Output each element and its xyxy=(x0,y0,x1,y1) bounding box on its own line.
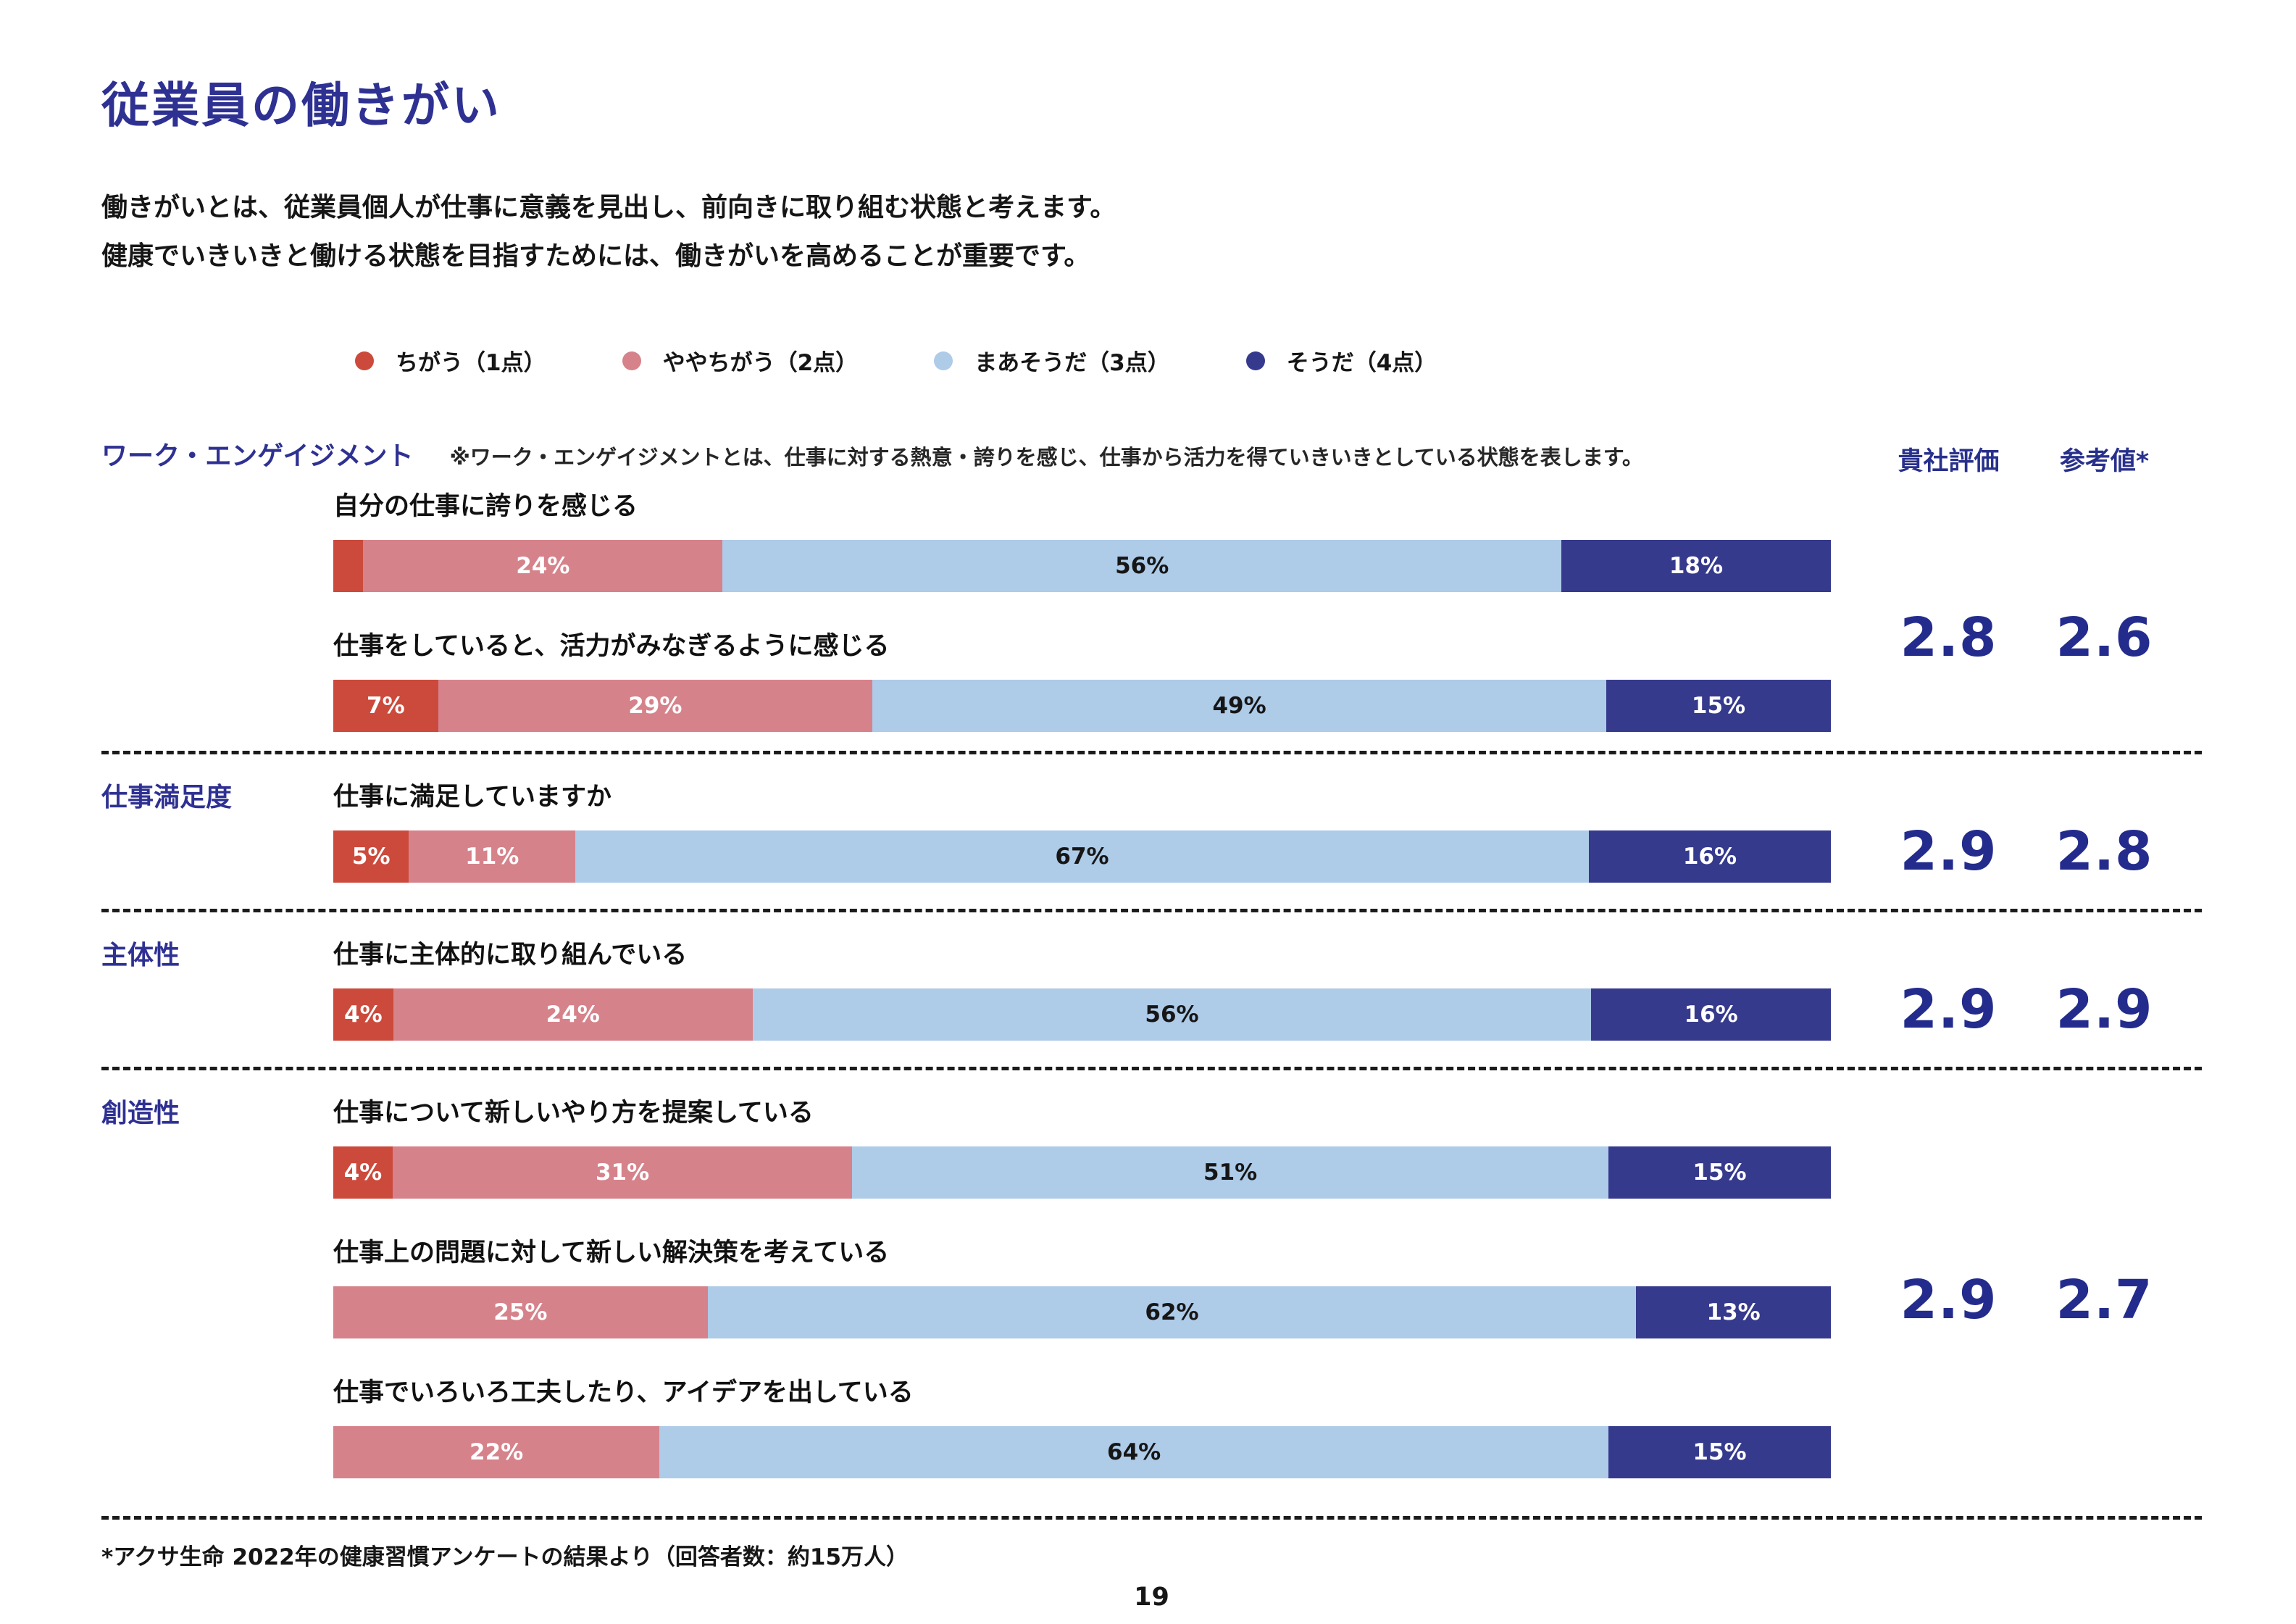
section-label: 仕事満足度 xyxy=(101,783,233,813)
bar-segment-answer4: 16% xyxy=(1588,830,1831,883)
legend-label-answer1: ちがう（1点） xyxy=(396,350,546,377)
bar-segment-answer3: 62% xyxy=(707,1286,1637,1339)
question-label: 仕事でいろいろ工夫したり、アイデアを出している xyxy=(333,1378,914,1408)
bar-segment-answer3: 49% xyxy=(872,680,1606,733)
stacked-bar: 5% 11% 67% 16% xyxy=(333,830,1831,883)
reference-score: 2.9 xyxy=(2055,978,2153,1041)
answer-legend: ちがう（1点） ややちがう（2点） まあそうだ（3点） そうだ（4点） xyxy=(355,344,2202,377)
page-title: 従業員の働きがい xyxy=(101,78,501,133)
footnote: *アクサ生命 2022年の健康習慣アンケートの結果より（回答者数：約15万人） xyxy=(101,1544,909,1571)
score-header-reference: 参考値* xyxy=(2059,447,2150,477)
section-work-engagement: ワーク・エンゲイジメント ※ワーク・エンゲイジメントとは、仕事に対する熱意・誇り… xyxy=(101,415,2202,755)
description-line-2: 健康でいきいきと働ける状態を目指すためには、働きがいを高めることが重要です。 xyxy=(101,241,1090,271)
bar-segment-answer3: 56% xyxy=(722,540,1561,593)
bar-segment-answer1 xyxy=(333,540,364,593)
bar-segment-answer3: 51% xyxy=(852,1146,1609,1199)
bar-segment-answer1: 4% xyxy=(333,988,393,1041)
section-bars: 仕事に主体的に取り組んでいる 4% 24% 56% 16% xyxy=(333,934,1831,1041)
legend-item-answer4: そうだ（4点） xyxy=(1245,344,1437,377)
reference-score: 2.7 xyxy=(2055,1268,2153,1331)
company-score: 2.9 xyxy=(1900,978,1997,1041)
page-number: 19 xyxy=(1134,1583,1169,1612)
bar-segment-answer2: 11% xyxy=(409,830,576,883)
bar-segment-answer1: 4% xyxy=(333,1146,393,1199)
section-scores: 2.9 2.8 xyxy=(1831,776,2202,883)
bar-segment-answer2: 31% xyxy=(392,1146,853,1199)
section-label: 創造性 xyxy=(101,1099,180,1129)
bar-segment-answer1: 5% xyxy=(333,830,409,883)
legend-item-answer3: まあそうだ（3点） xyxy=(934,344,1170,377)
bar-segment-answer3: 56% xyxy=(752,988,1592,1041)
section-proactivity: 主体性 仕事に主体的に取り組んでいる 4% 24% 56% 16% 2.9 2.… xyxy=(101,912,2202,1071)
legend-label-answer2: ややちがう（2点） xyxy=(662,350,859,377)
score-row: 2.9 2.8 xyxy=(1831,820,2202,883)
legend-label-answer4: そうだ（4点） xyxy=(1286,350,1437,377)
section-creativity: 創造性 仕事について新しいやり方を提案している 4% 31% 51% 15% 仕… xyxy=(101,1070,2202,1520)
bar-segment-answer4: 16% xyxy=(1591,988,1831,1041)
section-label: 主体性 xyxy=(101,941,180,971)
reference-score: 2.8 xyxy=(2055,820,2153,883)
reference-score: 2.6 xyxy=(2055,607,2153,670)
question-label: 自分の仕事に誇りを感じる xyxy=(333,492,638,522)
section-bars: 仕事について新しいやり方を提案している 4% 31% 51% 15% 仕事上の問… xyxy=(333,1092,1831,1479)
chart-sections: ワーク・エンゲイジメント ※ワーク・エンゲイジメントとは、仕事に対する熱意・誇り… xyxy=(101,415,2202,1520)
legend-dot-answer2-icon xyxy=(622,351,641,370)
company-score: 2.9 xyxy=(1900,1268,1997,1331)
score-row: 2.9 2.7 xyxy=(1831,1269,2202,1331)
legend-dot-answer3-icon xyxy=(934,351,953,370)
legend-dot-answer1-icon xyxy=(355,351,374,370)
bar-segment-answer3: 64% xyxy=(659,1426,1609,1479)
stacked-bar: 24% 56% 18% xyxy=(333,540,1831,593)
legend-item-answer1: ちがう（1点） xyxy=(355,344,546,377)
score-headers: 貴社評価 参考値* xyxy=(1831,441,2202,478)
stacked-bar: 4% 24% 56% 16% xyxy=(333,988,1831,1041)
bar-segment-answer2: 22% xyxy=(333,1426,660,1479)
bar-segment-answer4: 18% xyxy=(1561,540,1831,593)
company-score: 2.8 xyxy=(1900,607,1997,670)
stacked-bar: 22% 64% 15% xyxy=(333,1426,1831,1479)
bar-segment-answer4: 13% xyxy=(1636,1286,1831,1339)
question-label: 仕事上の問題に対して新しい解決策を考えている xyxy=(333,1238,890,1268)
bar-segment-answer2: 25% xyxy=(333,1286,708,1339)
legend-dot-answer4-icon xyxy=(1245,351,1265,370)
bar-segment-answer2: 29% xyxy=(438,680,873,733)
question-label: 仕事に満足していますか xyxy=(333,783,611,812)
bar-segment-answer4: 15% xyxy=(1606,680,1831,733)
bar-segment-answer3: 67% xyxy=(575,830,1589,883)
score-row: 2.8 2.6 xyxy=(1831,607,2202,669)
question-label: 仕事に主体的に取り組んでいる xyxy=(333,941,688,970)
section-scores: 2.9 2.9 xyxy=(1831,934,2202,1041)
section-scores: 2.9 2.7 xyxy=(1831,1092,2202,1478)
section-label: ワーク・エンゲイジメント xyxy=(101,441,414,472)
stacked-bar: 7% 29% 49% 15% xyxy=(333,680,1831,733)
score-header-company: 貴社評価 xyxy=(1898,447,2000,477)
page-description: 働きがいとは、従業員個人が仕事に意義を見出し、前向きに取り組む状態と考えます。 … xyxy=(101,184,2202,280)
bar-segment-answer2: 24% xyxy=(393,988,753,1041)
bar-segment-answer1: 7% xyxy=(333,680,438,733)
section-scores: 貴社評価 参考値* 2.8 2.6 xyxy=(1831,435,2202,732)
section-note: ※ワーク・エンゲイジメントとは、仕事に対する熱意・誇りを感じ、仕事から活力を得て… xyxy=(449,445,1643,470)
legend-label-answer3: まあそうだ（3点） xyxy=(974,350,1170,377)
question-label: 仕事をしていると、活力がみなぎるように感じる xyxy=(333,632,890,662)
bar-segment-answer4: 15% xyxy=(1608,1146,1831,1199)
company-score: 2.9 xyxy=(1900,820,1997,883)
section-bars: 自分の仕事に誇りを感じる 24% 56% 18% 仕事をしていると、活力がみなぎ… xyxy=(333,486,1831,733)
description-line-1: 働きがいとは、従業員個人が仕事に意義を見出し、前向きに取り組む状態と考えます。 xyxy=(101,193,1116,222)
legend-item-answer2: ややちがう（2点） xyxy=(622,344,859,377)
section-work-engagement-header: ワーク・エンゲイジメント ※ワーク・エンゲイジメントとは、仕事に対する熱意・誇り… xyxy=(101,435,1831,472)
section-job-satisfaction: 仕事満足度 仕事に満足していますか 5% 11% 67% 16% 2.9 2.8 xyxy=(101,754,2202,913)
stacked-bar: 25% 62% 13% xyxy=(333,1286,1831,1339)
stacked-bar: 4% 31% 51% 15% xyxy=(333,1146,1831,1199)
score-row: 2.9 2.9 xyxy=(1831,978,2202,1041)
bar-segment-answer4: 15% xyxy=(1608,1426,1831,1479)
question-label: 仕事について新しいやり方を提案している xyxy=(333,1099,814,1128)
section-bars: 仕事に満足していますか 5% 11% 67% 16% xyxy=(333,776,1831,883)
bar-segment-answer2: 24% xyxy=(363,540,723,593)
